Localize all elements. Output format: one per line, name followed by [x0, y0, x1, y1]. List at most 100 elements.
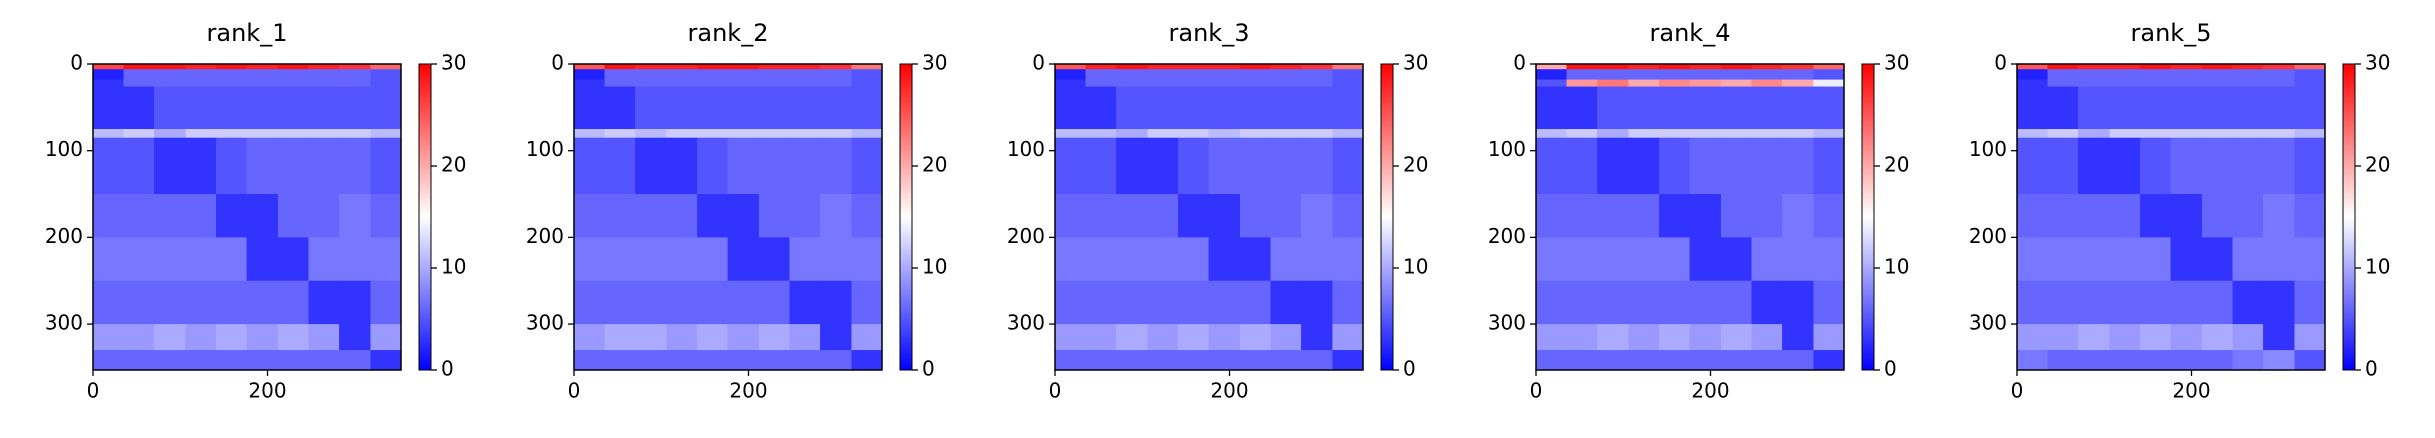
heatmap-cell: [2201, 350, 2234, 371]
heatmap-cell: [1178, 324, 1210, 351]
heatmap-cell: [1751, 194, 1783, 238]
heatmap-cell: [2109, 64, 2141, 70]
heatmap-cell: [370, 324, 402, 351]
heatmap-cell: [1782, 237, 1814, 282]
heatmap-cell: [2201, 280, 2234, 325]
y-tick-label: 200: [1488, 224, 1526, 248]
heatmap-cell: [308, 137, 340, 195]
heatmap-cell: [2170, 137, 2203, 195]
panel-title: rank_1: [207, 19, 288, 47]
heatmap-cell: [2294, 237, 2326, 282]
heatmap-cell: [93, 194, 125, 238]
heatmap-cell: [604, 86, 636, 130]
heatmap-cell: [370, 79, 402, 88]
heatmap-cell: [1782, 79, 1814, 88]
colorbar-tick-label: 20: [441, 153, 466, 177]
heatmap-cell: [1147, 324, 1179, 351]
heatmap-cell: [246, 69, 279, 81]
heatmap-cell: [216, 280, 248, 325]
heatmap-cell: [851, 350, 883, 371]
heatmap-cell: [2047, 280, 2079, 325]
heatmap-cell: [154, 129, 186, 139]
heatmap-cell: [1813, 64, 1845, 70]
heatmap-cell: [2017, 69, 2049, 81]
heatmap-cell: [574, 69, 606, 81]
heatmap-cell: [1116, 237, 1148, 282]
heatmap-cell: [789, 280, 821, 325]
heatmap-cell: [1055, 64, 1087, 70]
heatmap-cell: [308, 194, 340, 238]
heatmap-cell: [1085, 194, 1117, 238]
heatmap-cell: [2263, 350, 2295, 371]
heatmap-cell: [2078, 137, 2110, 195]
heatmap-cell: [2017, 324, 2049, 351]
heatmap-cell: [154, 237, 186, 282]
y-tick-label: 0: [1513, 51, 1526, 75]
heatmap-cell: [1147, 69, 1179, 81]
heatmap-cell: [2201, 129, 2234, 139]
x-tick-label: 200: [248, 379, 286, 403]
heatmap-cell: [2140, 64, 2172, 70]
heatmap-cell: [216, 237, 248, 282]
heatmap-cell: [1536, 324, 1568, 351]
heatmap-cell: [185, 79, 217, 88]
panel: rank_3 0 200 0 100 200 300 0 10 20 30: [1007, 19, 1429, 403]
y-tick-label: 100: [526, 137, 564, 161]
heatmap-cell: [1628, 324, 1660, 351]
heatmap-cell: [851, 194, 883, 238]
colorbar-tick-label: 20: [1884, 153, 1909, 177]
heatmap-cell: [154, 194, 186, 238]
heatmap-cell: [758, 69, 791, 81]
heatmap-cell: [1270, 129, 1302, 139]
colorbar: [899, 63, 913, 371]
heatmap-cell: [2017, 86, 2049, 130]
heatmap-cell: [339, 350, 371, 371]
heatmap-cell: [727, 324, 760, 351]
colorbar-tick-label: 0: [441, 357, 454, 381]
heatmap-cell: [1782, 280, 1814, 325]
heatmap-cell: [2109, 69, 2141, 81]
heatmap-cell: [1178, 237, 1210, 282]
x-tick-label: 0: [1049, 379, 1062, 403]
heatmap-cell: [1116, 69, 1148, 81]
heatmap-cell: [2140, 324, 2172, 351]
heatmap-cell: [1597, 350, 1629, 371]
heatmap-cell: [154, 324, 186, 351]
heatmap-cell: [1813, 137, 1845, 195]
heatmap-cell: [1813, 86, 1845, 130]
heatmap-cell: [1116, 86, 1148, 130]
heatmap-cell: [277, 86, 310, 130]
heatmap-cell: [2170, 69, 2203, 81]
heatmap-cell: [1116, 324, 1148, 351]
heatmap-cell: [2140, 350, 2172, 371]
heatmap-cell: [185, 69, 217, 81]
heatmap-cell: [1813, 350, 1845, 371]
heatmap-cell: [246, 350, 279, 371]
heatmap-cell: [1782, 324, 1814, 351]
heatmap-cell: [123, 129, 155, 139]
heatmap-cell: [1566, 350, 1598, 371]
heatmap-cell: [758, 324, 791, 351]
heatmap-cell: [1566, 69, 1598, 81]
heatmap-cell: [604, 79, 636, 88]
heatmap-cell: [1301, 79, 1333, 88]
heatmap-cell: [1178, 137, 1210, 195]
heatmap-cell: [1689, 280, 1722, 325]
heatmap-cell: [2078, 237, 2110, 282]
heatmap-cell: [574, 194, 606, 238]
heatmap-cell: [2201, 137, 2234, 195]
heatmap-cell: [123, 350, 155, 371]
heatmap-cell: [1270, 69, 1302, 81]
x-tick-label: 200: [1210, 379, 1248, 403]
heatmap-cell: [123, 324, 155, 351]
heatmap-cell: [1628, 137, 1660, 195]
heatmap-cell: [277, 350, 310, 371]
heatmap-cell: [604, 129, 636, 139]
heatmap-cell: [820, 350, 852, 371]
heatmap-cell: [1208, 129, 1241, 139]
heatmap-cell: [758, 137, 791, 195]
heatmap-cell: [1239, 79, 1272, 88]
heatmap-cell: [339, 129, 371, 139]
heatmap-cell: [697, 237, 729, 282]
